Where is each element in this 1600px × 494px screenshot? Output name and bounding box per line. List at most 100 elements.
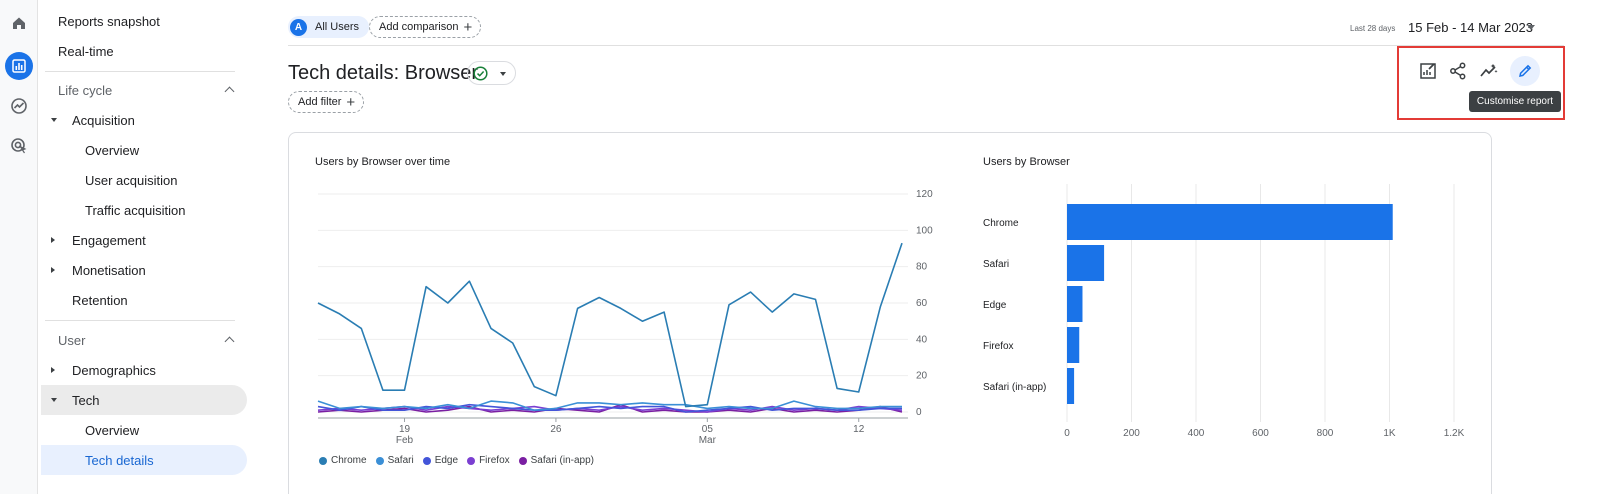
nav-acquisition-overview[interactable]: Overview: [41, 135, 247, 165]
line-chart-title: Users by Browser over time: [315, 156, 451, 168]
legend-dot: [518, 456, 527, 465]
page-title: Tech details: Browser: [288, 62, 479, 84]
report-nav: Reports snapshot Real-time Life cycle Ac…: [41, 0, 249, 494]
reports-icon[interactable]: [5, 52, 33, 80]
nav-acquisition[interactable]: Acquisition: [41, 105, 247, 135]
nav-reports-snapshot[interactable]: Reports snapshot: [41, 6, 247, 36]
line-chart-y-tick: 0: [916, 407, 922, 418]
nav-demographics[interactable]: Demographics: [41, 355, 247, 385]
line-chart-y-tick: 40: [916, 334, 928, 345]
nav-item-label: Real-time: [58, 43, 114, 59]
line-chart-x-tick: 19: [399, 424, 411, 435]
caret-down-icon: [51, 118, 57, 122]
legend-item[interactable]: Edge: [422, 455, 458, 466]
legend-label: Firefox: [479, 455, 510, 466]
chevron-up-icon: [224, 86, 235, 97]
nav-item-label: Tech: [72, 392, 100, 408]
nav-item-label: Reports snapshot: [58, 13, 160, 29]
legend-dot: [319, 456, 327, 465]
series-line-chrome[interactable]: [317, 242, 903, 408]
caret-down-icon: [500, 72, 506, 76]
legend-label: Safari (in-app): [530, 455, 594, 466]
nav-item-label: Acquisition: [72, 112, 135, 128]
bar-safari-in-app-[interactable]: [1067, 368, 1075, 404]
bar-chart-x-tick: 200: [1123, 428, 1140, 439]
legend-label: Chrome: [331, 455, 367, 466]
bar-chart-x-tick: 1K: [1383, 428, 1396, 439]
bar-chart-x-tick: 800: [1317, 428, 1334, 439]
legend-label: Safari: [387, 455, 414, 466]
legend-dot: [422, 456, 431, 465]
bar-chart-x-tick: 0: [1064, 428, 1070, 439]
bar-category-label: Safari: [983, 259, 1009, 270]
caret-down-icon[interactable]: [1527, 25, 1535, 30]
nav-realtime[interactable]: Real-time: [41, 36, 247, 66]
series-line-edge[interactable]: [317, 403, 902, 413]
date-range-picker[interactable]: 15 Feb - 14 Mar 2023: [1408, 20, 1534, 35]
add-filter-button[interactable]: Add filter +: [288, 91, 365, 113]
caret-right-icon: [51, 367, 55, 373]
customise-report-tooltip: Customise report: [1469, 91, 1561, 112]
nav-item-label: Demographics: [72, 362, 156, 378]
series-line-safari[interactable]: [317, 400, 902, 411]
caret-down-icon: [51, 398, 57, 402]
plus-icon: +: [463, 18, 473, 36]
bar-chart-x-tick: 1.2K: [1444, 428, 1465, 439]
legend-item[interactable]: Safari (in-app): [518, 455, 594, 466]
left-rail: [0, 0, 38, 494]
nav-engagement[interactable]: Engagement: [41, 225, 247, 255]
explore-icon[interactable]: [5, 92, 33, 120]
chevron-up-icon: [224, 336, 235, 347]
nav-tech-details[interactable]: Tech details: [41, 445, 247, 475]
segment-chip[interactable]: A All Users: [288, 16, 370, 38]
nav-item-label: Monetisation: [72, 262, 146, 278]
nav-monetisation[interactable]: Monetisation: [41, 255, 247, 285]
legend-item[interactable]: Firefox: [467, 455, 510, 466]
legend-dot: [375, 456, 384, 465]
nav-item-label: Tech details: [85, 452, 154, 468]
nav-section-label: User: [58, 332, 86, 348]
home-icon[interactable]: [5, 9, 33, 37]
add-comparison-button[interactable]: Add comparison +: [369, 16, 482, 38]
plus-icon: +: [346, 93, 356, 111]
add-filter-label: Add filter: [298, 96, 342, 108]
share-icon[interactable]: [1443, 56, 1473, 86]
bar-edge[interactable]: [1067, 286, 1083, 322]
highlight-box: [1397, 46, 1565, 120]
line-chart-y-tick: 60: [916, 298, 928, 309]
bar-chart-x-tick: 400: [1188, 428, 1205, 439]
edit-comparisons-icon[interactable]: [1413, 56, 1443, 86]
bar-safari[interactable]: [1067, 245, 1105, 281]
date-range-prefix: Last 28 days: [1350, 24, 1396, 33]
nav-traffic-acquisition[interactable]: Traffic acquisition: [41, 195, 247, 225]
nav-user-acquisition[interactable]: User acquisition: [41, 165, 247, 195]
insights-icon[interactable]: [1474, 56, 1504, 86]
bar-firefox[interactable]: [1067, 327, 1080, 363]
nav-section-lifecycle[interactable]: Life cycle: [41, 75, 247, 105]
legend-dot: [467, 456, 476, 465]
legend-item[interactable]: Safari: [375, 455, 414, 466]
nav-item-label: User acquisition: [85, 172, 178, 188]
nav-divider: [45, 71, 235, 72]
customise-report-button[interactable]: [1510, 56, 1540, 86]
legend-item[interactable]: Chrome: [319, 455, 367, 466]
advertising-icon[interactable]: [5, 132, 33, 160]
bar-chart-title: Users by Browser: [983, 156, 1070, 168]
nav-item-label: Engagement: [72, 232, 146, 248]
line-chart-x-tick: 05: [702, 424, 714, 435]
segment-badge: A: [290, 18, 307, 36]
line-chart-y-tick: 120: [916, 189, 933, 200]
bar-chrome[interactable]: [1067, 204, 1393, 240]
nav-tech-overview[interactable]: Overview: [41, 415, 247, 445]
bar-chart[interactable]: 0 200 400 600 800 1K 1.2K Chrome Safari Edge Firef…: [970, 180, 1490, 450]
nav-item-label: Retention: [72, 292, 128, 308]
header-divider: [288, 45, 1564, 46]
nav-tech[interactable]: Tech: [41, 385, 247, 415]
report-status-dropdown[interactable]: [467, 61, 516, 85]
nav-item-label: Traffic acquisition: [85, 202, 186, 218]
nav-retention[interactable]: Retention: [41, 285, 247, 315]
nav-section-user[interactable]: User: [41, 325, 247, 355]
line-chart-x-tick: 26: [550, 424, 562, 435]
